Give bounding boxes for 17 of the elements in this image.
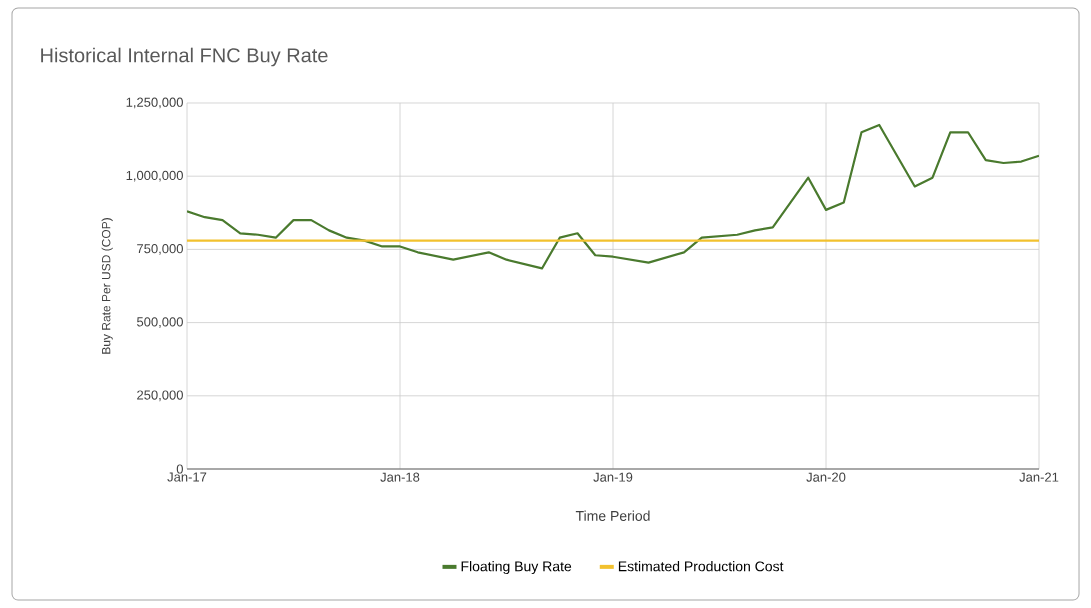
y-tick-label: 1,000,000 — [126, 170, 183, 182]
y-tick-label: 250,000 — [137, 390, 183, 402]
y-tick-label: 750,000 — [137, 244, 183, 255]
x-tick-label: Jan-18 — [380, 472, 420, 482]
chart-title: Historical Internal FNC Buy Rate — [41, 47, 328, 67]
y-tick-label: 500,000 — [137, 317, 183, 328]
legend-label: Estimated Production Cost — [618, 561, 784, 572]
y-tick-label: 0 — [176, 464, 183, 474]
legend-label: Floating Buy Rate — [461, 561, 572, 575]
line-series — [187, 123, 1040, 270]
y-tick-label: 1,250,000 — [126, 97, 183, 109]
x-tick-label: Jan-17 — [167, 472, 207, 482]
x-tick-label: Jan-19 — [593, 472, 633, 482]
y-axis-title: Buy Rate Per USD (COP) — [101, 218, 113, 354]
x-tick-label: Jan-20 — [806, 472, 846, 482]
x-tick-label: Jan-21 — [1019, 472, 1059, 482]
x-axis-title: Time Period — [575, 510, 650, 521]
